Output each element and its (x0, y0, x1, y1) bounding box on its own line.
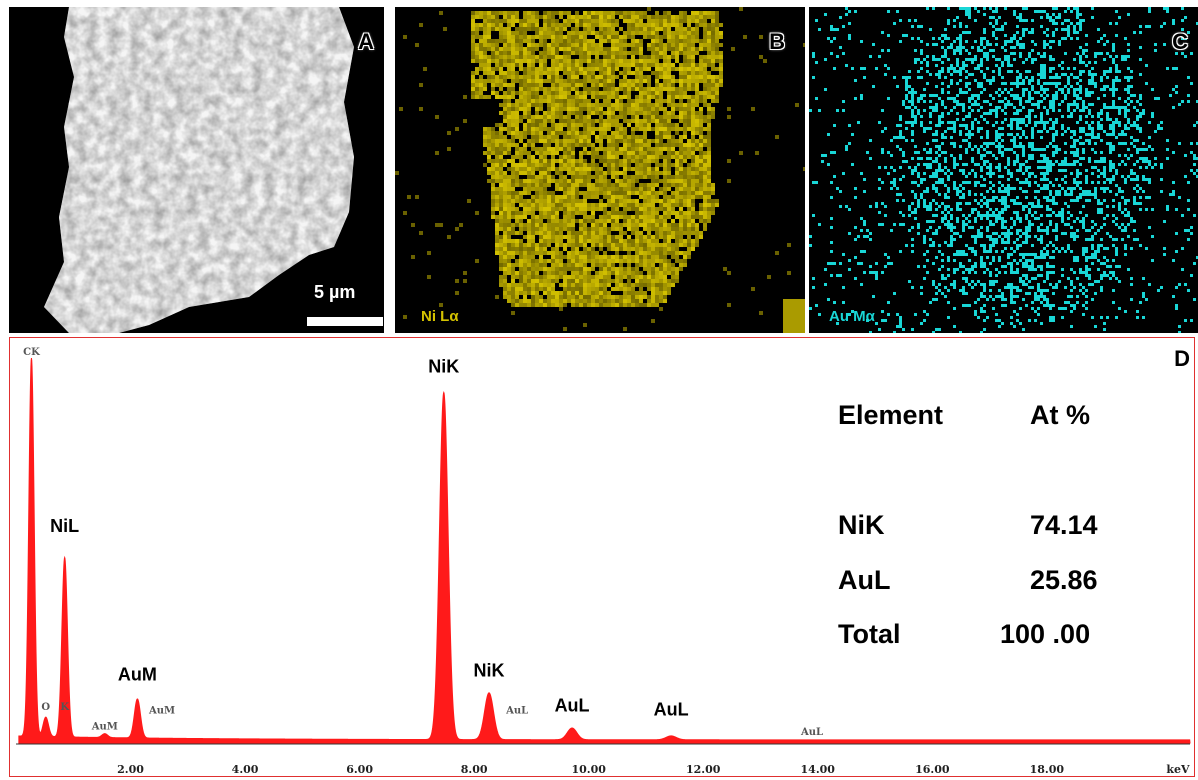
table-row-value: 100 .00 (1000, 619, 1091, 649)
x-tick-label: 4.00 (232, 763, 259, 776)
scale-bar-label: 5 µm (314, 282, 356, 302)
x-tick-label: 10.00 (571, 763, 606, 776)
eds-spectrum-panel: CK NiL O K AuM AuM AuM NiK NiK AuL AuL AuL AuL 2.00 4… (9, 337, 1195, 777)
panel-label-d: D (1174, 346, 1190, 371)
peak-label: K (60, 702, 69, 713)
peak-label: AuM (118, 664, 157, 684)
peak-label: AuL (555, 696, 590, 716)
peak-label: NiK (474, 661, 505, 681)
peak-label: NiL (50, 516, 79, 536)
x-tick-label: 18.00 (1030, 763, 1065, 776)
peak-label: AuM (148, 706, 175, 717)
peak-label: AuL (654, 700, 689, 720)
panel-label-c: C (1172, 29, 1188, 54)
x-tick-label: 12.00 (686, 763, 721, 776)
table-row-value: 74.14 (1030, 510, 1098, 540)
peak-label: CK (23, 347, 40, 358)
ni-element-map (395, 7, 805, 333)
sem-image-panel: A 5 µm (9, 7, 384, 333)
x-tick-label: 2.00 (117, 763, 144, 776)
x-tick-label: 8.00 (461, 763, 488, 776)
table-row-value: 25.86 (1030, 565, 1098, 595)
eds-spectrum-chart: CK NiL O K AuM AuM AuM NiK NiK AuL AuL AuL AuL 2.00 4… (16, 347, 1191, 776)
x-tick-label: 6.00 (346, 763, 373, 776)
peak-label: AuM (91, 721, 118, 732)
ni-map-panel: B Ni Lα (395, 7, 805, 333)
panel-label-a: A (358, 29, 374, 54)
x-tick-label: 14.00 (801, 763, 836, 776)
peak-label: NiK (428, 356, 459, 376)
au-map-label: Au Mα (829, 308, 875, 325)
au-element-map (809, 7, 1198, 333)
ni-map-label: Ni Lα (421, 308, 459, 325)
peak-label: AuL (800, 727, 823, 738)
table-header-at-percent: At % (1030, 400, 1090, 430)
spectrum-series (18, 357, 1191, 744)
x-tick-label: 16.00 (915, 763, 950, 776)
sem-micrograph (9, 7, 384, 333)
table-row-element: AuL (838, 565, 891, 595)
table-row-element: Total (838, 619, 901, 649)
peak-label: O (41, 702, 50, 713)
scale-bar (307, 317, 383, 326)
au-map-panel: C Au Mα (809, 7, 1198, 333)
table-row-element: NiK (838, 510, 885, 540)
table-header-element: Element (838, 400, 944, 430)
peak-label: AuL (505, 706, 528, 717)
x-tick-label: keV (1166, 763, 1190, 776)
panel-label-b: B (769, 29, 785, 54)
